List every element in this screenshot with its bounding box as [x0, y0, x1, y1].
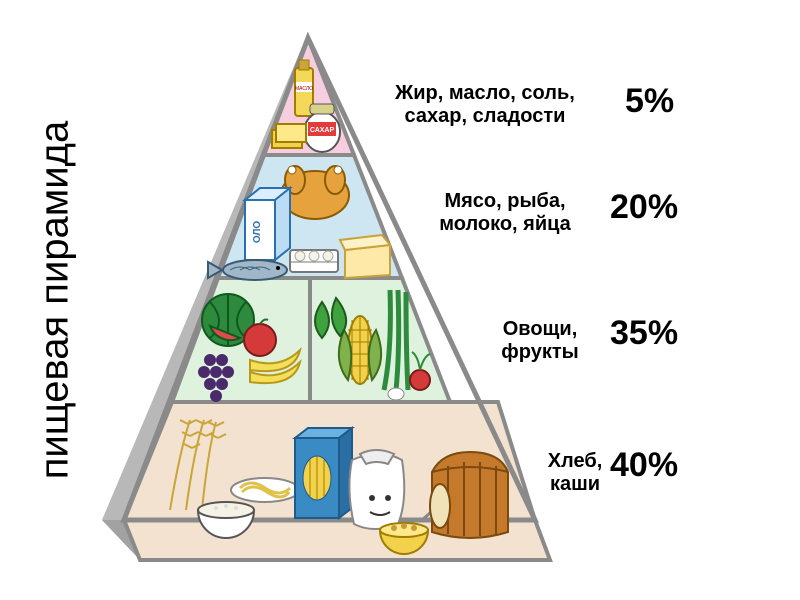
- cheese-icon: [340, 235, 390, 278]
- tier-2-label: Овощи,фрукты: [480, 318, 600, 364]
- butter-icon: [272, 124, 306, 148]
- milk-carton-icon: ОЛО: [245, 188, 290, 260]
- tier-1-pct: 20%: [610, 188, 678, 227]
- cereal-box-icon: [295, 428, 352, 518]
- bread-loaf-icon: [430, 452, 508, 538]
- tier-1-label: Мясо, рыба,молоко, яйца: [420, 190, 590, 236]
- tier-0-label: Жир, масло, соль,сахар, сладости: [390, 82, 580, 128]
- tier-3-label: Хлеб,каши: [530, 450, 620, 496]
- tier-3-pct: 40%: [610, 446, 678, 485]
- oil-label: МАСЛО: [295, 86, 313, 92]
- roast-chicken-icon: [281, 166, 349, 219]
- pyramid-stage: МАСЛО САХАР ОЛО: [90, 20, 790, 580]
- eggs-icon: [290, 250, 338, 272]
- pasta-plate-icon: [231, 478, 299, 502]
- page-title: пищевая пирамида: [33, 121, 78, 479]
- tier-0-pct: 5%: [625, 82, 674, 121]
- milk-label: ОЛО: [252, 221, 263, 244]
- sugar-label: САХАР: [310, 127, 335, 134]
- flour-sack-icon: [349, 450, 404, 529]
- tier-2-pct: 35%: [610, 314, 678, 353]
